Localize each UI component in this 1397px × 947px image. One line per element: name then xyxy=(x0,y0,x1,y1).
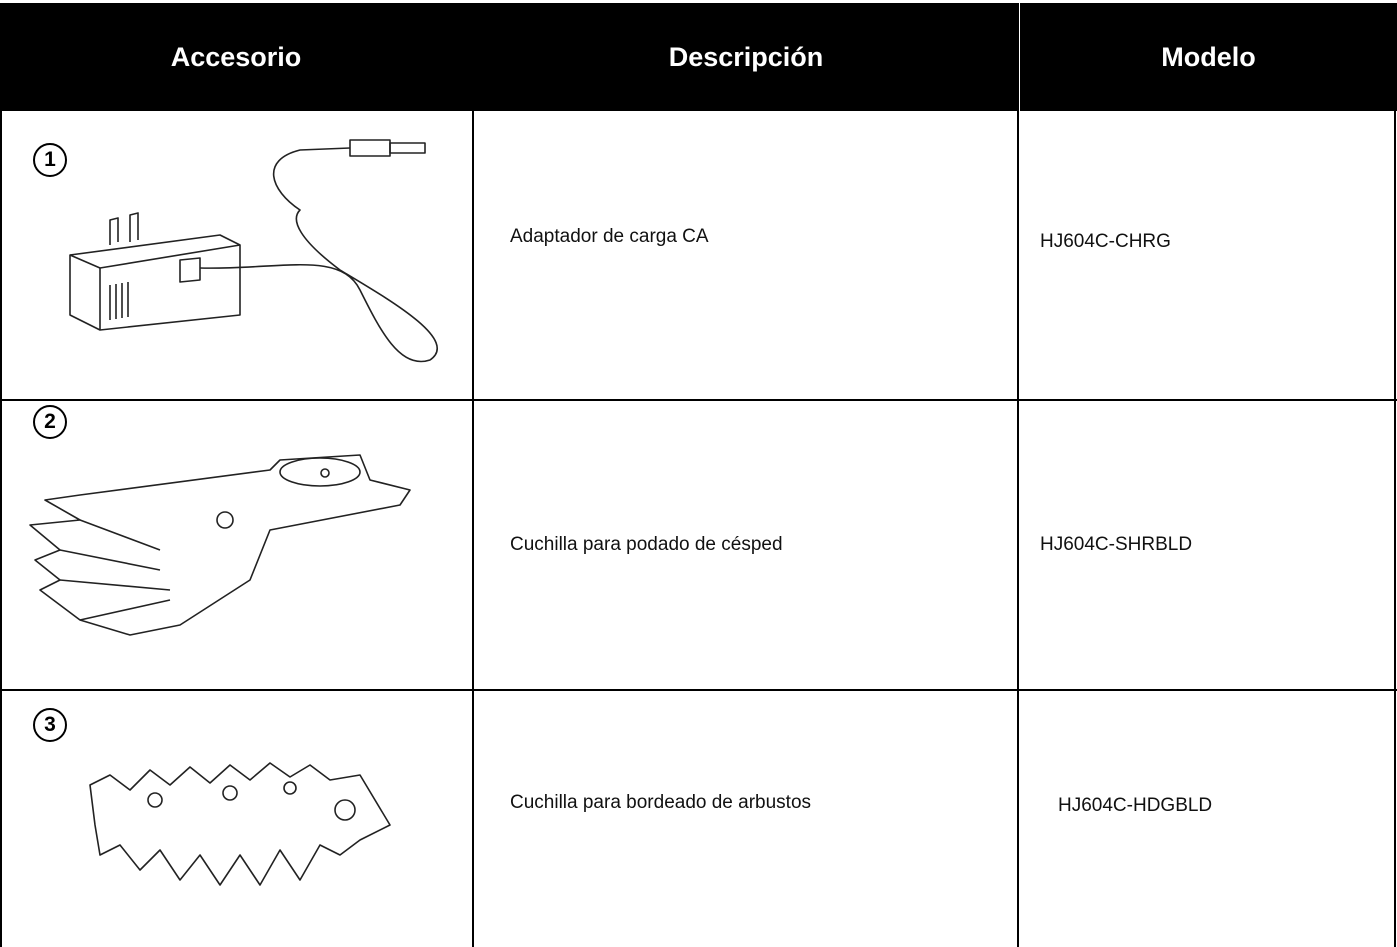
border xyxy=(0,399,1397,401)
item-number: 1 xyxy=(33,143,67,177)
shrub-blade-illustration xyxy=(29,454,411,636)
header-cell: Descripción xyxy=(474,3,1018,111)
model: HJ604C-HDGBLD xyxy=(1058,795,1213,816)
hedge-blade-illustration xyxy=(89,762,391,886)
border xyxy=(0,689,1397,691)
header-cell: Modelo xyxy=(1020,3,1397,111)
item-number: 3 xyxy=(33,708,67,742)
border xyxy=(1394,3,1396,947)
charger-illustration xyxy=(69,139,438,363)
header-cell: Accesorio xyxy=(0,3,472,111)
model: HJ604C-CHRG xyxy=(1040,231,1171,252)
border xyxy=(0,3,2,947)
description: Adaptador de carga CA xyxy=(510,226,709,247)
model: HJ604C-SHRBLD xyxy=(1040,534,1193,555)
border xyxy=(472,3,474,947)
border xyxy=(1017,3,1019,947)
description: Cuchilla para bordeado de arbustos xyxy=(510,792,812,813)
description: Cuchilla para podado de césped xyxy=(510,534,783,555)
item-number: 2 xyxy=(33,405,67,439)
